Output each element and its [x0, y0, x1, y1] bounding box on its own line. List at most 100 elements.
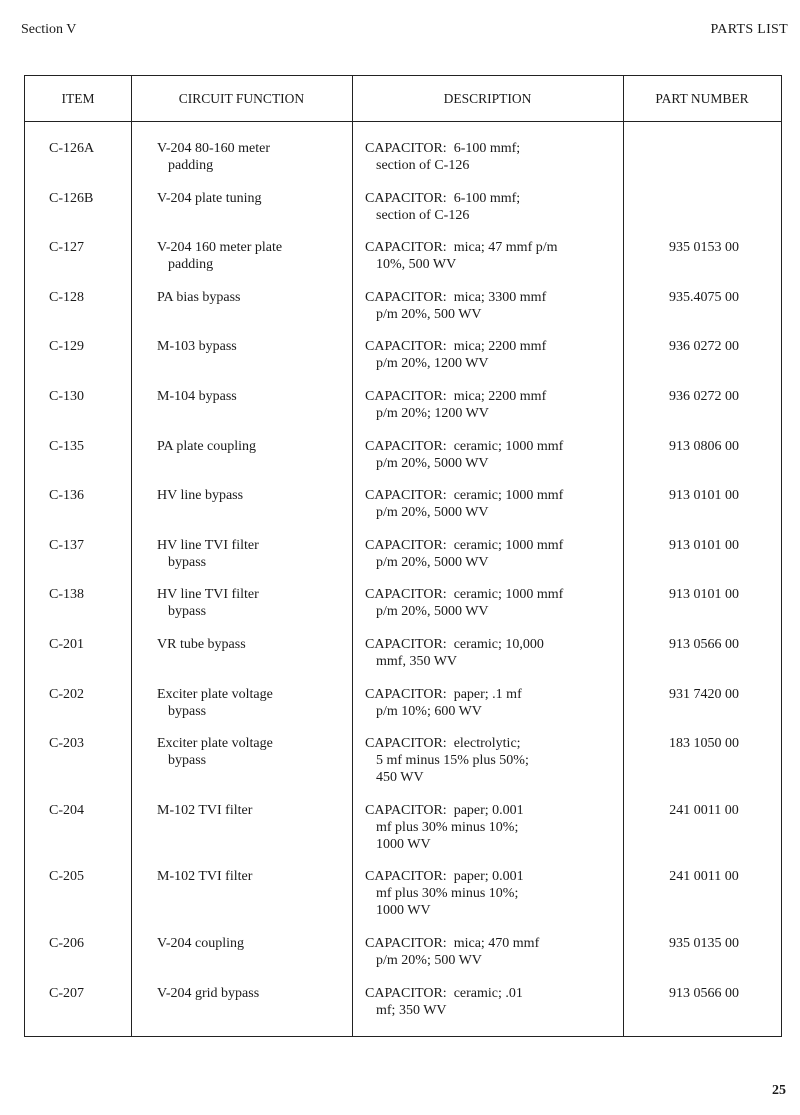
part-number-cell: 241 0011 00 [669, 869, 739, 885]
function-line: V-204 plate tuning [157, 190, 262, 206]
item-cell: C-203 [49, 736, 84, 752]
description-line: section of C-126 [376, 158, 470, 173]
function-line: PA plate coupling [157, 438, 257, 454]
description-cell: CAPACITOR: mica; 2200 mmf p/m 20%, 1200 W… [365, 338, 630, 372]
function-line: HV line TVI filter [157, 587, 259, 603]
description-cell: CAPACITOR: paper; .1 mf p/m 10%; 600 WV [365, 686, 630, 720]
description-line: CAPACITOR: paper; 0.001 [365, 869, 524, 885]
function-line: Exciter plate voltage [157, 686, 273, 702]
table-row: C-202 Exciter plate voltage bypass CAPACITO… [25, 686, 781, 736]
description-line: CAPACITOR: mica; 470 mmf [365, 935, 540, 951]
function-line: V-204 coupling [157, 935, 244, 951]
function-line: padding [168, 257, 214, 273]
item-cell: C-135 [49, 438, 84, 454]
description-line: p/m 10%; 600 WV [376, 703, 482, 719]
item-cell: C-138 [49, 587, 84, 603]
description-cell: CAPACITOR: mica; 2200 mmf p/m 20%; 1200 W… [365, 388, 630, 422]
part-number-cell: 935.4075 00 [669, 289, 739, 305]
table-row: C-207 V-204 grid bypass CAPACITOR: ceramic… [25, 985, 781, 1035]
column-header-function: CIRCUIT FUNCTION [178, 91, 305, 106]
function-line: bypass [168, 554, 207, 570]
description-line: CAPACITOR: mica; 3300 mmf [365, 289, 547, 305]
description-line: p/m 20%; 1200 WV [376, 405, 489, 421]
description-line: mmf, 350 WV [376, 653, 458, 669]
item-cell: C-204 [49, 802, 84, 818]
function-line: Exciter plate voltage [157, 736, 273, 752]
circuit-function-cell: V-204 grid bypass [157, 985, 362, 1002]
circuit-function-cell: M-102 TVI filter [157, 802, 362, 819]
parts-table: ITEM CIRCUIT FUNCTION DESCRIPTION PART N… [24, 75, 782, 1037]
table-row: C-128 PA bias bypass CAPACITOR: mica; 3300… [25, 289, 781, 339]
circuit-function-cell: VR tube bypass [157, 636, 362, 653]
table-row: C-130 M-104 bypass CAPACITOR: mica; 2200 m… [25, 388, 781, 438]
item-cell: C-207 [49, 985, 84, 1001]
function-line: M-102 TVI filter [157, 869, 253, 885]
function-line: M-104 bypass [157, 388, 237, 404]
description-line: p/m 20%; 500 WV [376, 952, 482, 968]
description-line: CAPACITOR: ceramic; 1000 mmf [365, 537, 564, 553]
circuit-function-cell: HV line TVI filter bypass [157, 586, 362, 620]
circuit-function-cell: HV line TVI filter bypass [157, 537, 362, 571]
function-line: VR tube bypass [157, 636, 246, 652]
description-line: CAPACITOR: ceramic; 1000 mmf [365, 488, 564, 504]
item-cell: C-136 [49, 488, 84, 504]
item-cell: C-126B [49, 190, 94, 206]
page-heading: PARTS LIST [710, 22, 788, 37]
circuit-function-cell: PA bias bypass [157, 289, 362, 306]
description-line: CAPACITOR: ceramic; 10,000 [365, 636, 544, 652]
description-cell: CAPACITOR: paper; 0.001 mf plus 30% minus… [365, 868, 630, 919]
part-number-cell: 913 0101 00 [669, 587, 739, 603]
part-number-cell: 913 0101 00 [669, 488, 739, 504]
description-cell: CAPACITOR: ceramic; 1000 mmf p/m 20%, 500… [365, 487, 630, 521]
part-number-cell: 913 0566 00 [669, 636, 739, 652]
description-line: mf; 350 WV [376, 1002, 447, 1018]
description-cell: CAPACITOR: mica; 3300 mmf p/m 20%, 500 WV [365, 289, 630, 323]
part-number-cell: 931 7420 00 [669, 686, 739, 702]
description-line: p/m 20%, 5000 WV [376, 455, 489, 471]
description-line: CAPACITOR: ceramic; 1000 mmf [365, 587, 564, 603]
description-line: p/m 20%, 5000 WV [376, 604, 489, 620]
circuit-function-cell: M-102 TVI filter [157, 868, 362, 885]
circuit-function-cell: M-103 bypass [157, 338, 362, 355]
item-cell: C-205 [49, 869, 84, 885]
circuit-function-cell: V-204 plate tuning [157, 190, 362, 207]
item-cell: C-128 [49, 289, 84, 305]
table-row: C-204 M-102 TVI filter CAPACITOR: paper; 0… [25, 802, 781, 869]
table-row: C-127 V-204 160 meter plate padding CAPACIT… [25, 239, 781, 289]
item-cell: C-130 [49, 388, 84, 404]
table-row: C-203 Exciter plate voltage bypass CAPACITO… [25, 735, 781, 802]
description-line: section of C-126 [376, 207, 470, 223]
description-line: p/m 20%, 500 WV [376, 306, 482, 322]
description-line: 10%, 500 WV [376, 257, 457, 273]
function-line: bypass [168, 703, 207, 719]
part-number-cell: 913 0101 00 [669, 537, 739, 553]
table-row: C-126A V-204 80-160 meter padding CAPACITOR… [25, 140, 781, 190]
description-line: CAPACITOR: ceramic; .01 [365, 985, 523, 1001]
part-number-cell: 183 1050 00 [669, 736, 739, 752]
description-cell: CAPACITOR: mica; 47 mmf p/m 10%, 500 WV [365, 239, 630, 273]
function-line: M-103 bypass [157, 339, 237, 355]
item-cell: C-129 [49, 339, 84, 355]
circuit-function-cell: M-104 bypass [157, 388, 362, 405]
function-line: V-204 160 meter plate [157, 240, 283, 256]
description-cell: CAPACITOR: 6-100 mmf; section of C-126 [365, 140, 630, 174]
function-line: bypass [168, 753, 207, 769]
part-number-cell: 936 0272 00 [669, 339, 739, 355]
description-line: 5 mf minus 15% plus 50%; [376, 753, 529, 769]
description-cell: CAPACITOR: ceramic; 10,000 mmf, 350 WV [365, 636, 630, 670]
description-line: CAPACITOR: 6-100 mmf; [365, 190, 521, 206]
description-cell: CAPACITOR: ceramic; 1000 mmf p/m 20%, 500… [365, 586, 630, 620]
section-label: Section V [21, 22, 77, 37]
description-line: CAPACITOR: electrolytic; [365, 736, 521, 752]
table-row: C-206 V-204 coupling CAPACITOR: mica; 470 … [25, 935, 781, 985]
page-number: 25 [772, 1083, 786, 1098]
circuit-function-cell: Exciter plate voltage bypass [157, 735, 362, 769]
description-line: p/m 20%, 5000 WV [376, 554, 489, 570]
header-divider [25, 121, 781, 122]
circuit-function-cell: V-204 coupling [157, 935, 362, 952]
function-line: HV line TVI filter [157, 537, 259, 553]
description-line: mf plus 30% minus 10%; [376, 886, 519, 902]
description-line: CAPACITOR: ceramic; 1000 mmf [365, 438, 564, 454]
table-row: C-137 HV line TVI filter bypass CAPACITOR: … [25, 537, 781, 587]
part-number-cell: 936 0272 00 [669, 388, 739, 404]
